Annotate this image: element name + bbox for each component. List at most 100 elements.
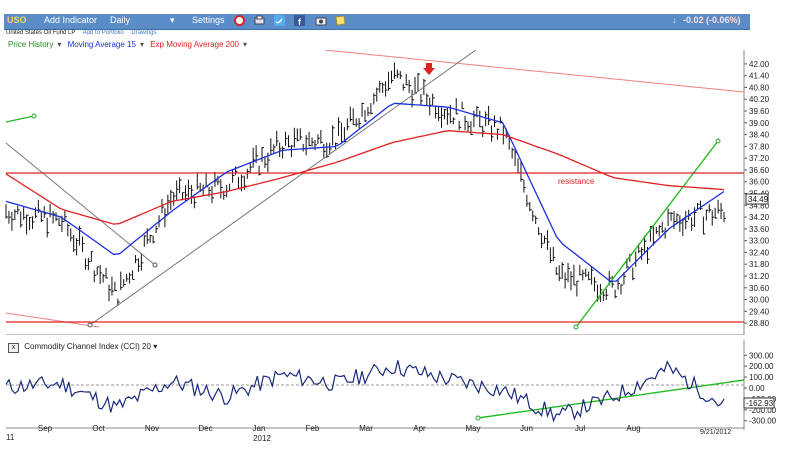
cci-series[interactable]: [5, 360, 725, 423]
time-month-label: Mar: [359, 424, 373, 433]
pink-channel-bottom[interactable]: [5, 312, 100, 328]
chevron-down-icon[interactable]: ▾: [57, 40, 62, 49]
resistance-label: resistance: [558, 177, 595, 186]
price-tick-label: 33.00: [749, 237, 770, 246]
svg-text:f: f: [298, 17, 302, 26]
ma15-line[interactable]: [5, 102, 725, 282]
time-current-date: 9/21/2012: [700, 429, 731, 436]
period-select[interactable]: Daily: [110, 15, 131, 25]
price-tick-label: 34.20: [749, 213, 770, 222]
cci-chart[interactable]: 300.00200.00100.000.00-100.00-200.00-300…: [0, 340, 786, 453]
drawings-link[interactable]: Drawings: [131, 30, 157, 36]
chevron-down-icon[interactable]: ▾: [153, 342, 158, 351]
chevron-down-icon[interactable]: ▾: [243, 40, 248, 49]
print-icon[interactable]: [254, 15, 265, 28]
cci-tick-label: 200.00: [749, 362, 774, 371]
cci-tick-label: 100.00: [749, 373, 774, 382]
facebook-icon[interactable]: f: [294, 15, 305, 28]
price-axis: 42.00 41.40 40.80 40.20 39.60 39.00 38.40 37.80…: [6, 50, 770, 335]
price-tick-label: 37.20: [749, 154, 770, 163]
price-tick-label: 38.40: [749, 131, 770, 140]
cci-tick-label: 0.00: [749, 384, 765, 393]
pink-channel-top[interactable]: [324, 50, 745, 93]
price-tick-label: 28.80: [749, 319, 770, 328]
trend-handle[interactable]: [715, 138, 721, 144]
add-to-portfolio-link[interactable]: Add to Portfolio: [82, 30, 124, 36]
green-uptrend-line[interactable]: [575, 140, 719, 328]
cci-line: [5, 360, 725, 423]
green-short-line[interactable]: [5, 115, 35, 123]
compare-icon[interactable]: [234, 15, 245, 28]
price-tick-label: 30.00: [749, 296, 770, 305]
time-year: 2012: [253, 434, 271, 443]
price-tick-label: 36.60: [749, 166, 770, 175]
cci-green-trend[interactable]: [477, 379, 745, 419]
trend-handle[interactable]: [152, 262, 158, 268]
time-month-label: Feb: [306, 424, 320, 433]
legend-price-history[interactable]: Price History: [8, 40, 54, 49]
security-info: United States Oil Fund LP Add to Portfol…: [6, 30, 162, 36]
drawings-layer: resistance: [5, 50, 745, 330]
time-month-label: Dec: [198, 424, 212, 433]
gray-downtrend-line[interactable]: [5, 142, 156, 266]
time-axis: 11 Sep Oct Nov Dec Jan Feb Mar Apr May Jun Jul Aug 20…: [6, 424, 744, 443]
price-bars: [5, 62, 726, 306]
legend-ema200[interactable]: Exp Moving Average 200: [150, 40, 239, 49]
change-arrow-icon: ↓: [672, 15, 677, 25]
price-tick-label: 31.20: [749, 272, 770, 281]
time-month-label: May: [465, 424, 480, 433]
cci-axis: 300.00200.00100.000.00-100.00-200.00-300…: [743, 340, 777, 430]
time-month-label: Jul: [575, 424, 585, 433]
price-tick-label: 32.40: [749, 248, 770, 257]
chart-toolbar: USO Add Indicator Daily ▾ Settings f ↓ -…: [4, 14, 750, 30]
price-tick-label: 30.60: [749, 284, 770, 293]
legend-ma15[interactable]: Moving Average 15: [67, 40, 136, 49]
cci-header: x Commodity Channel Index (CCI) 20 ▾: [8, 342, 157, 353]
time-month-label: Jan: [253, 424, 266, 433]
price-tick-label: 31.80: [749, 260, 770, 269]
close-icon[interactable]: x: [8, 343, 19, 353]
price-tick-label: 42.00: [749, 60, 770, 69]
chevron-down-icon[interactable]: ▾: [170, 15, 175, 25]
indicator-lines: [5, 102, 725, 282]
time-year-prev: 11: [6, 433, 15, 442]
gray-uptrend-line[interactable]: [89, 50, 480, 326]
trend-handle[interactable]: [573, 324, 579, 330]
cci-last-label: -162.93: [746, 399, 774, 408]
chart-legend: Price History ▾ Moving Average 15 ▾ Exp Mo…: [8, 40, 251, 49]
cci-title[interactable]: Commodity Channel Index (CCI) 20: [24, 342, 151, 351]
last-price-tag: 34.49: [745, 193, 769, 205]
price-tick-label: 34.80: [749, 201, 770, 210]
trend-handle[interactable]: [31, 113, 37, 119]
twitter-icon[interactable]: [274, 15, 285, 28]
time-month-label: Jun: [520, 424, 533, 433]
price-change: -0.02 (-0.06%): [683, 15, 741, 25]
cci-tick-label: -300.00: [749, 417, 777, 426]
ema200-line[interactable]: [5, 130, 725, 225]
add-indicator-button[interactable]: Add Indicator: [44, 15, 98, 25]
time-month-label: Apr: [413, 424, 426, 433]
note-icon[interactable]: [335, 15, 346, 28]
price-tick-label: 39.00: [749, 119, 770, 128]
price-tick-label: 33.60: [749, 225, 770, 234]
down-arrow-icon: [423, 63, 435, 75]
ticker-symbol[interactable]: USO: [7, 15, 27, 25]
price-tick-label: 40.80: [749, 83, 770, 92]
time-month-label: Oct: [92, 424, 105, 433]
camera-icon[interactable]: [315, 15, 327, 28]
cci-tick-label: 300.00: [749, 351, 774, 360]
price-tick-label: 39.60: [749, 107, 770, 116]
price-chart[interactable]: 42.00 41.40 40.80 40.20 39.60 39.00 38.40 37.80…: [0, 50, 786, 335]
trend-handle[interactable]: [475, 415, 481, 421]
last-price-label: 34.49: [748, 195, 769, 204]
security-name: United States Oil Fund LP: [6, 30, 76, 36]
time-month-label: Nov: [145, 424, 159, 433]
settings-button[interactable]: Settings: [192, 15, 225, 25]
cci-last-tag: -162.93: [743, 397, 775, 409]
price-tick-label: 40.20: [749, 95, 770, 104]
price-tick-label: 41.40: [749, 72, 770, 81]
chevron-down-icon[interactable]: ▾: [139, 40, 144, 49]
trend-handle[interactable]: [87, 322, 93, 328]
price-tick-label: 36.00: [749, 178, 770, 187]
